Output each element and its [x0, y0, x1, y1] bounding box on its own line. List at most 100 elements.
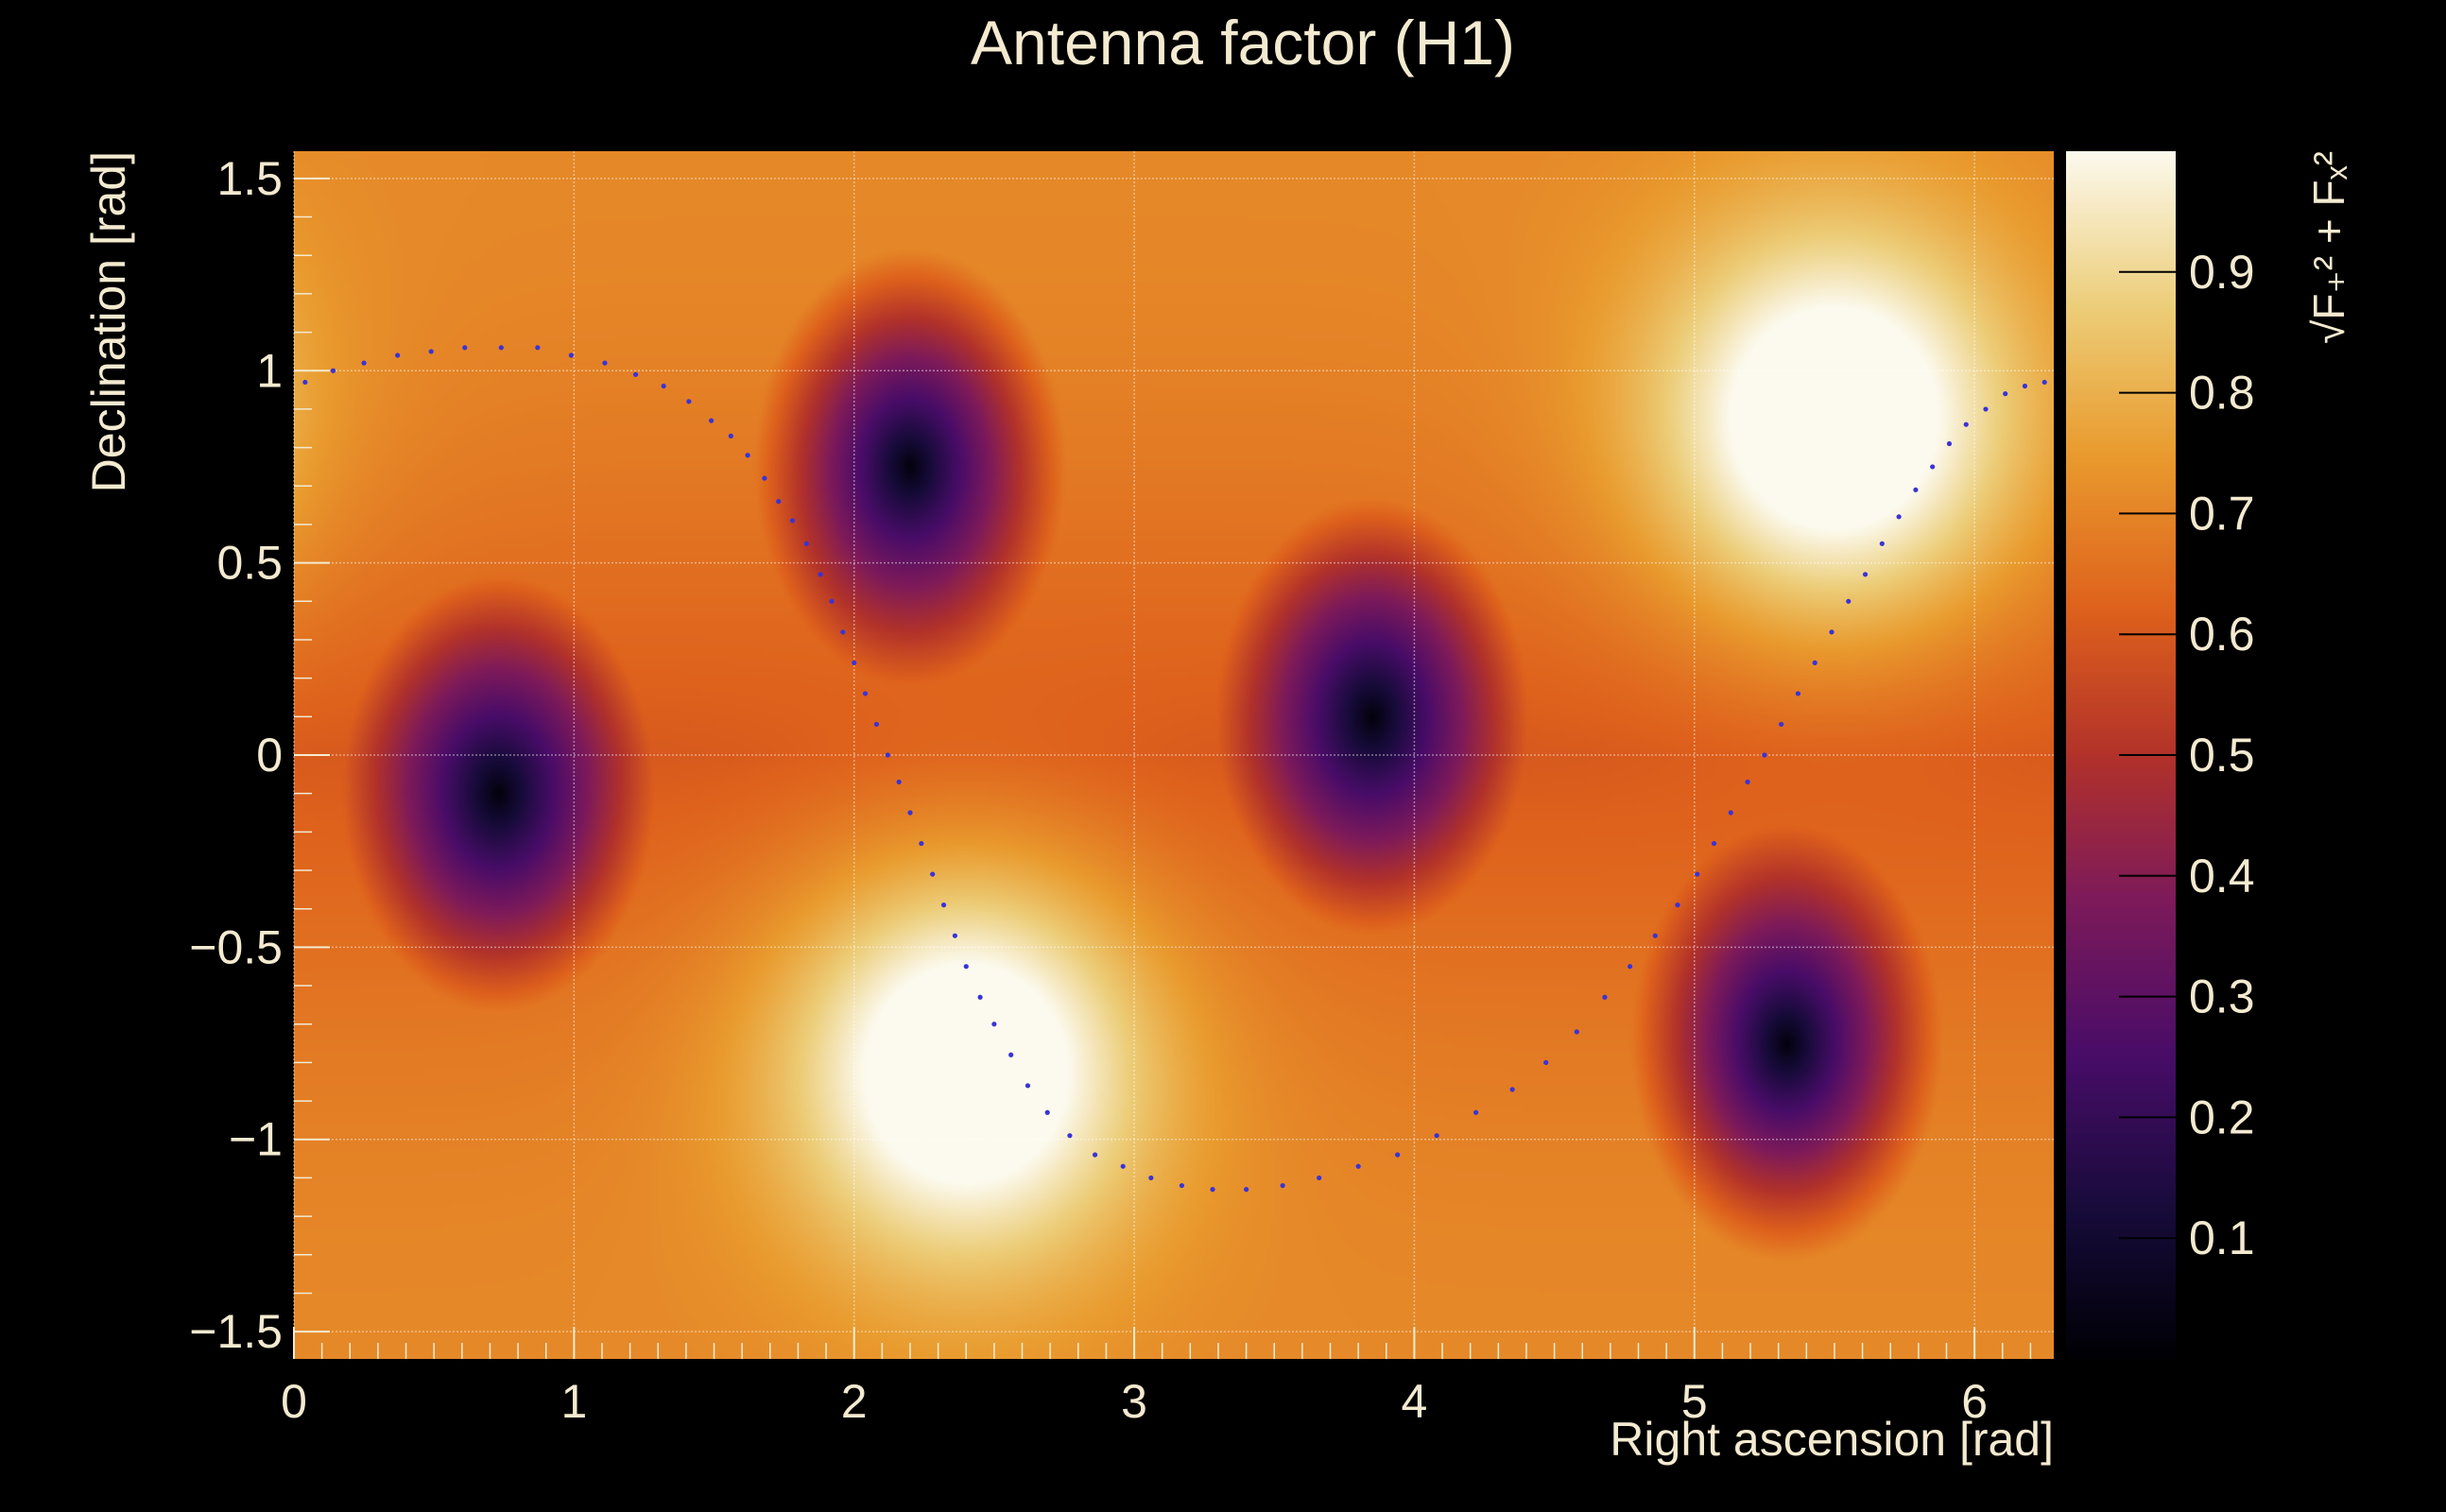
y-tick-label: −0.5	[189, 920, 283, 973]
curve-point	[862, 691, 869, 696]
curve-point	[1983, 406, 1989, 412]
colorbar-tick-label: 0.4	[2189, 850, 2255, 902]
y-tick-label: 1.5	[216, 152, 283, 205]
curve-point	[852, 660, 857, 665]
curve-point	[940, 902, 947, 908]
curve-point	[829, 598, 835, 604]
curve-point	[535, 345, 541, 351]
curve-point	[1711, 840, 1717, 847]
dotted-curve	[302, 345, 2047, 1193]
curve-point	[661, 383, 666, 389]
curve-point	[1355, 1163, 1361, 1169]
curve-point	[1317, 1175, 1322, 1181]
curve-point	[302, 379, 308, 386]
curve-point	[1602, 994, 1608, 1000]
curve-point	[1930, 464, 1936, 470]
x-axis-label: Right ascension [rad]	[1610, 1413, 2054, 1466]
curve-point	[1280, 1182, 1285, 1189]
curve-point	[2003, 391, 2008, 397]
curve-point	[462, 345, 468, 351]
curve-point	[395, 352, 401, 358]
heatmap-plot-area	[294, 151, 2054, 1359]
x-tick-label: 5	[1681, 1375, 1708, 1428]
curve-point	[1244, 1187, 1249, 1193]
y-tick-label: −1.5	[189, 1305, 283, 1358]
curve-point	[1879, 541, 1885, 546]
x-tick-label: 6	[1961, 1375, 1988, 1428]
colorbar-tick-label: 0.7	[2189, 487, 2255, 540]
y-axis-tick-labels: −1.5 −1 −0.5 0 0.5 1 1.5	[189, 152, 283, 1358]
y-tick-label: 1	[256, 344, 283, 397]
curve-point	[1067, 1133, 1073, 1139]
chart-title: Antenna factor (H1)	[971, 8, 1515, 77]
x-tick-label: 4	[1402, 1375, 1428, 1428]
curve-point	[745, 453, 750, 458]
curve-point	[602, 360, 608, 366]
curve-point	[991, 1022, 997, 1027]
colorbar-tick-label: 0.1	[2189, 1211, 2255, 1264]
colorbar-label: √F₊² + Fₓ²	[2304, 151, 2353, 344]
curve-point	[330, 368, 336, 373]
colorbar-tick-label: 0.2	[2189, 1091, 2255, 1143]
curve-point	[1120, 1163, 1126, 1169]
curve-point	[728, 433, 733, 438]
curve-point	[803, 541, 809, 546]
curve-point	[1574, 1029, 1579, 1035]
curve-point	[977, 994, 983, 1000]
x-tick-label: 2	[841, 1375, 868, 1428]
y-tick-label: 0	[256, 729, 283, 782]
curve-point	[1846, 598, 1852, 604]
curve-point	[498, 345, 504, 351]
colorbar-tick-label: 0.9	[2189, 246, 2255, 299]
curve-point	[1044, 1109, 1050, 1115]
y-tick-label: −1	[229, 1113, 283, 1166]
curve-point	[1473, 1109, 1479, 1115]
curve-point	[919, 840, 924, 847]
curve-point	[1509, 1087, 1515, 1092]
curve-point	[818, 572, 823, 577]
curve-point	[1148, 1175, 1154, 1181]
curve-point	[1862, 572, 1869, 577]
colorbar-tick-label: 0.8	[2189, 367, 2255, 420]
curve-point	[963, 964, 969, 970]
curve-point	[1210, 1187, 1215, 1193]
curve-point	[1179, 1182, 1185, 1189]
curve-point	[2022, 383, 2028, 389]
curve-point	[1779, 721, 1784, 728]
curve-point	[1946, 440, 1953, 447]
curve-point	[2041, 379, 2047, 386]
curve-point	[1745, 779, 1750, 785]
curve-point	[896, 779, 902, 785]
colorbar-ticks: 0.1 0.2 0.3 0.4 0.5 0.6 0.7 0.8 0.9	[2119, 246, 2255, 1264]
plot-frame	[294, 151, 2054, 1359]
curve-point	[1728, 810, 1733, 816]
curve-point	[1695, 871, 1700, 877]
curve-point	[1795, 691, 1801, 696]
curve-point	[776, 498, 782, 505]
curve-point	[1812, 660, 1817, 665]
curve-point	[1829, 629, 1834, 635]
colorbar-tick-label: 0.6	[2189, 608, 2255, 661]
curve-point	[840, 629, 846, 635]
axis-ticks	[293, 151, 2054, 1359]
curve-point	[1025, 1083, 1031, 1089]
colorbar-tick-label: 0.5	[2189, 729, 2255, 782]
colorbar-tick-label: 0.3	[2189, 971, 2255, 1023]
curve-point	[1762, 752, 1767, 758]
curve-point	[762, 475, 767, 481]
curve-point	[428, 349, 434, 354]
curve-point	[1963, 421, 1969, 427]
curve-point	[1008, 1052, 1014, 1057]
curve-point	[686, 399, 692, 404]
curve-point	[1896, 514, 1902, 520]
curve-point	[907, 810, 913, 816]
curve-point	[568, 352, 574, 358]
curve-point	[1675, 902, 1680, 908]
curve-point	[361, 360, 367, 366]
curve-point	[1628, 964, 1633, 970]
curve-point	[1652, 933, 1658, 938]
curve-point	[885, 752, 890, 758]
curve-point	[930, 871, 936, 877]
curve-point	[1434, 1133, 1439, 1139]
